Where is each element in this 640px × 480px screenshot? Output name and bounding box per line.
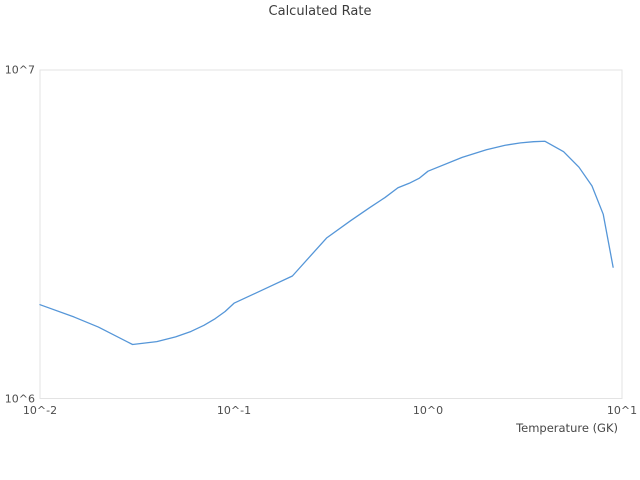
plot-area-border xyxy=(39,69,623,399)
y-tick-label: 10^7 xyxy=(4,63,35,77)
x-tick-label: 10^-1 xyxy=(216,404,252,417)
x-axis-label: Temperature (GK) xyxy=(516,421,618,435)
x-tick-label: 10^-2 xyxy=(22,404,58,417)
x-tick-label: 10^1 xyxy=(606,404,638,417)
y-tick-label: 10^6 xyxy=(4,392,35,405)
rate-curve xyxy=(39,140,614,346)
chart-title: Calculated Rate xyxy=(268,4,372,19)
x-tick-label: 10^0 xyxy=(412,404,444,417)
